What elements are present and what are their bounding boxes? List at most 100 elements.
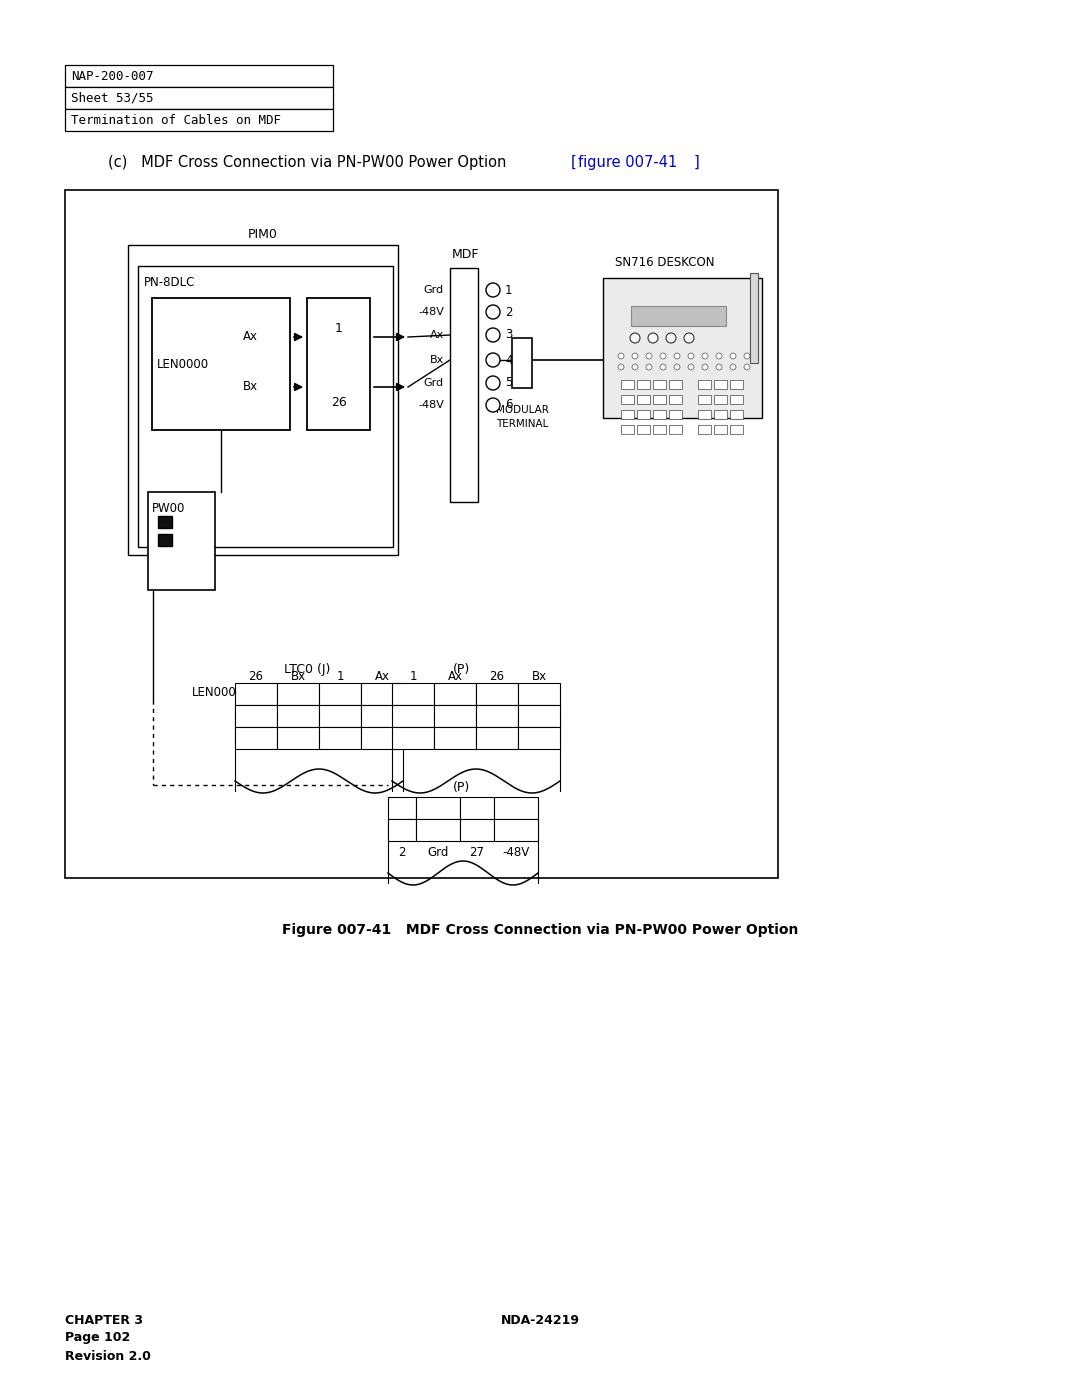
Bar (698, 395, 711, 404)
Text: Bx: Bx (243, 380, 258, 394)
Bar (512, 338, 532, 388)
Bar (361, 726, 403, 749)
Circle shape (716, 353, 723, 359)
Text: 4: 4 (505, 353, 513, 366)
Bar (235, 726, 276, 749)
Circle shape (688, 353, 694, 359)
Bar (730, 395, 743, 404)
Circle shape (632, 365, 638, 370)
Circle shape (730, 353, 735, 359)
Text: Bx: Bx (531, 669, 546, 683)
Text: Grd: Grd (428, 845, 448, 859)
Bar (750, 272, 758, 363)
Text: 1: 1 (505, 284, 513, 296)
Bar (129, 244, 399, 555)
Bar (714, 409, 727, 419)
Text: -48V: -48V (502, 845, 529, 859)
Circle shape (702, 365, 708, 370)
Text: Page 102: Page 102 (65, 1331, 131, 1344)
Text: MODULAR: MODULAR (496, 405, 549, 415)
Circle shape (646, 365, 652, 370)
Bar (361, 705, 403, 726)
Text: Bx: Bx (291, 669, 306, 683)
Text: 2: 2 (505, 306, 513, 319)
Circle shape (666, 332, 676, 344)
Circle shape (688, 365, 694, 370)
Text: 5: 5 (505, 377, 512, 390)
Bar (388, 798, 416, 819)
Text: 26: 26 (470, 823, 485, 837)
Bar (276, 683, 319, 705)
Bar (476, 726, 518, 749)
Bar (698, 409, 711, 419)
Bar (392, 726, 434, 749)
Bar (476, 705, 518, 726)
Text: NAP-200-007: NAP-200-007 (71, 70, 153, 82)
Circle shape (486, 353, 500, 367)
Text: PW00: PW00 (152, 502, 186, 514)
Bar (518, 683, 561, 705)
Text: Termination of Cables on MDF: Termination of Cables on MDF (71, 113, 281, 127)
Bar (631, 306, 726, 326)
Bar (653, 380, 666, 388)
Bar (148, 492, 215, 590)
Bar (392, 683, 434, 705)
Text: TERMINAL: TERMINAL (496, 419, 549, 429)
Circle shape (646, 353, 652, 359)
Bar (730, 425, 743, 434)
Bar (714, 425, 727, 434)
Circle shape (618, 365, 624, 370)
Bar (637, 395, 650, 404)
Text: LEN0000: LEN0000 (192, 686, 244, 700)
Circle shape (744, 353, 750, 359)
Text: 6: 6 (505, 398, 513, 412)
Text: Sheet 53/55: Sheet 53/55 (71, 91, 153, 105)
Bar (518, 705, 561, 726)
Bar (434, 726, 476, 749)
Bar (158, 515, 172, 528)
Bar (669, 395, 681, 404)
Bar (235, 683, 276, 705)
Circle shape (730, 365, 735, 370)
Bar (416, 798, 460, 819)
Text: Bx: Bx (430, 355, 444, 365)
Bar (603, 278, 762, 418)
Bar (65, 87, 333, 109)
Bar (319, 705, 361, 726)
Text: LTC0 (J): LTC0 (J) (284, 664, 330, 676)
Bar (460, 819, 494, 841)
Bar (714, 395, 727, 404)
Bar (235, 705, 276, 726)
Text: LEN0000: LEN0000 (157, 358, 210, 370)
Text: [: [ (571, 155, 577, 169)
Bar (392, 705, 434, 726)
Bar (730, 380, 743, 388)
Text: NEC: NEC (643, 310, 659, 320)
Circle shape (632, 353, 638, 359)
Text: figure 007-41: figure 007-41 (578, 155, 677, 169)
Text: MDF: MDF (453, 247, 480, 260)
Bar (669, 409, 681, 419)
Bar (637, 409, 650, 419)
Bar (476, 683, 518, 705)
Bar (730, 409, 743, 419)
Bar (416, 819, 460, 841)
Bar (653, 425, 666, 434)
Bar (65, 190, 778, 877)
Bar (621, 425, 634, 434)
Text: 1: 1 (335, 321, 342, 334)
Bar (388, 819, 416, 841)
Bar (518, 726, 561, 749)
Circle shape (618, 353, 624, 359)
Text: 3: 3 (505, 328, 512, 341)
Text: SN716 DESKCON: SN716 DESKCON (615, 257, 715, 270)
Text: (P): (P) (454, 664, 471, 676)
Bar (361, 683, 403, 705)
Bar (494, 798, 538, 819)
Text: 1: 1 (409, 669, 417, 683)
Text: 26: 26 (330, 395, 347, 408)
Text: CHAPTER 3: CHAPTER 3 (65, 1313, 143, 1327)
Bar (450, 268, 478, 502)
Bar (276, 726, 319, 749)
Bar (653, 409, 666, 419)
